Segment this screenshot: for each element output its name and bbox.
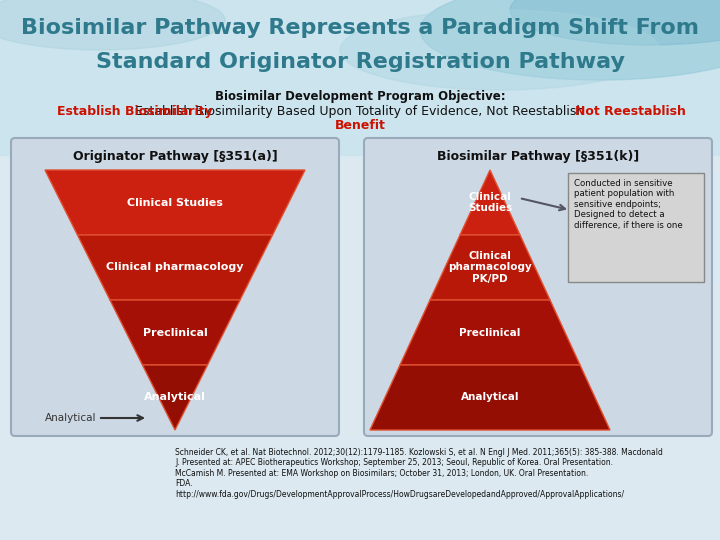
Text: Analytical: Analytical [461,393,519,402]
Text: Not Reestablish: Not Reestablish [575,105,686,118]
Polygon shape [460,170,520,235]
Text: Preclinical: Preclinical [143,327,207,338]
Ellipse shape [420,0,720,80]
Text: Biosimilar Pathway Represents a Paradigm Shift From: Biosimilar Pathway Represents a Paradigm… [21,18,699,38]
Polygon shape [110,300,240,365]
Text: Schneider CK, et al. Nat Biotechnol. 2012;30(12):1179-1185. Kozlowski S, et al. : Schneider CK, et al. Nat Biotechnol. 201… [175,448,663,498]
Text: Benefit: Benefit [335,119,385,132]
Polygon shape [430,235,550,300]
Text: Analytical: Analytical [45,413,96,423]
Ellipse shape [0,0,225,50]
Text: Clinical
pharmacology
PK/PD: Clinical pharmacology PK/PD [448,251,532,284]
Text: Clinical Studies: Clinical Studies [127,198,223,207]
Ellipse shape [510,0,720,45]
Text: Preclinical: Preclinical [459,327,521,338]
Text: Clinical
Studies: Clinical Studies [468,192,512,213]
Text: Biosimilar Pathway [§351(k)]: Biosimilar Pathway [§351(k)] [437,150,639,163]
Text: Biosimilar Development Program Objective:: Biosimilar Development Program Objective… [215,90,505,103]
Polygon shape [143,365,207,430]
Text: Establish Biosimilarity: Establish Biosimilarity [57,105,212,118]
Text: Clinical pharmacology: Clinical pharmacology [107,262,244,273]
Text: Originator Pathway [§351(a)]: Originator Pathway [§351(a)] [73,150,277,163]
Ellipse shape [340,10,660,90]
Polygon shape [370,365,610,430]
Text: Conducted in sensitive
patient population with
sensitive endpoints;
Designed to : Conducted in sensitive patient populatio… [574,179,683,230]
Text: Analytical: Analytical [144,393,206,402]
Bar [0,0,720,155]
FancyBboxPatch shape [568,173,704,282]
Polygon shape [45,170,305,235]
FancyBboxPatch shape [364,138,712,436]
Polygon shape [400,300,580,365]
Text: Standard Originator Registration Pathway: Standard Originator Registration Pathway [96,52,624,72]
Polygon shape [78,235,272,300]
Text: Establish Biosimilarity Based Upon Totality of Evidence, Not Reestablish: Establish Biosimilarity Based Upon Total… [135,105,585,118]
FancyBboxPatch shape [11,138,339,436]
